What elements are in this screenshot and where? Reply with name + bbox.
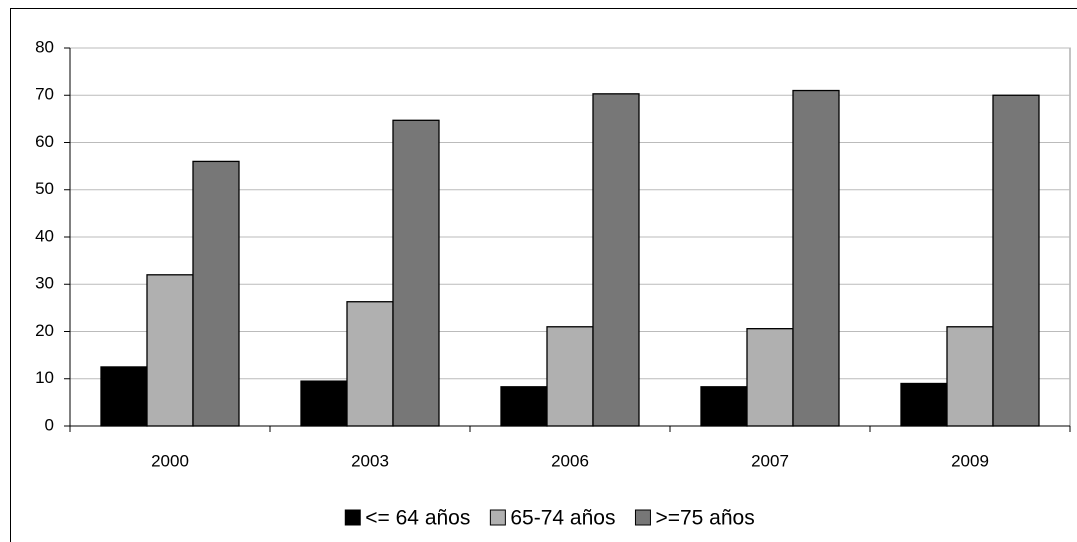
legend-text: >=75 años (655, 507, 754, 530)
y-tick-label: 40 (35, 226, 54, 245)
bar (992, 94, 1040, 427)
y-tick-label: 80 (35, 37, 54, 56)
y-tick-label: 60 (35, 132, 54, 151)
legend-swatch (489, 509, 506, 526)
y-tick-label: 50 (35, 179, 54, 198)
x-tick-label: 2007 (751, 451, 789, 470)
y-tick-label: 30 (35, 274, 54, 293)
bar (100, 366, 148, 427)
x-tick-label: 2003 (351, 451, 389, 470)
bar (746, 328, 794, 427)
x-tick-label: 2006 (551, 451, 589, 470)
y-tick-label: 10 (35, 368, 54, 387)
y-tick-label: 70 (35, 85, 54, 104)
bar (946, 326, 994, 427)
y-tick-label: 0 (45, 415, 54, 434)
legend-swatch (634, 509, 651, 526)
bar (546, 326, 594, 427)
legend-text: <= 64 años (365, 507, 470, 530)
bar (300, 380, 348, 427)
bar (592, 93, 640, 427)
y-tick-label: 20 (35, 321, 54, 340)
x-tick-label: 2009 (951, 451, 989, 470)
legend-swatch (344, 509, 361, 526)
bar (192, 160, 240, 427)
bar (346, 301, 394, 427)
bar (900, 382, 948, 427)
x-tick-label: 2000 (151, 451, 189, 470)
bar (392, 119, 440, 427)
bar (700, 386, 748, 427)
bar (792, 89, 840, 427)
legend-text: 65-74 años (510, 507, 615, 530)
bar (146, 274, 194, 427)
bar (500, 386, 548, 427)
